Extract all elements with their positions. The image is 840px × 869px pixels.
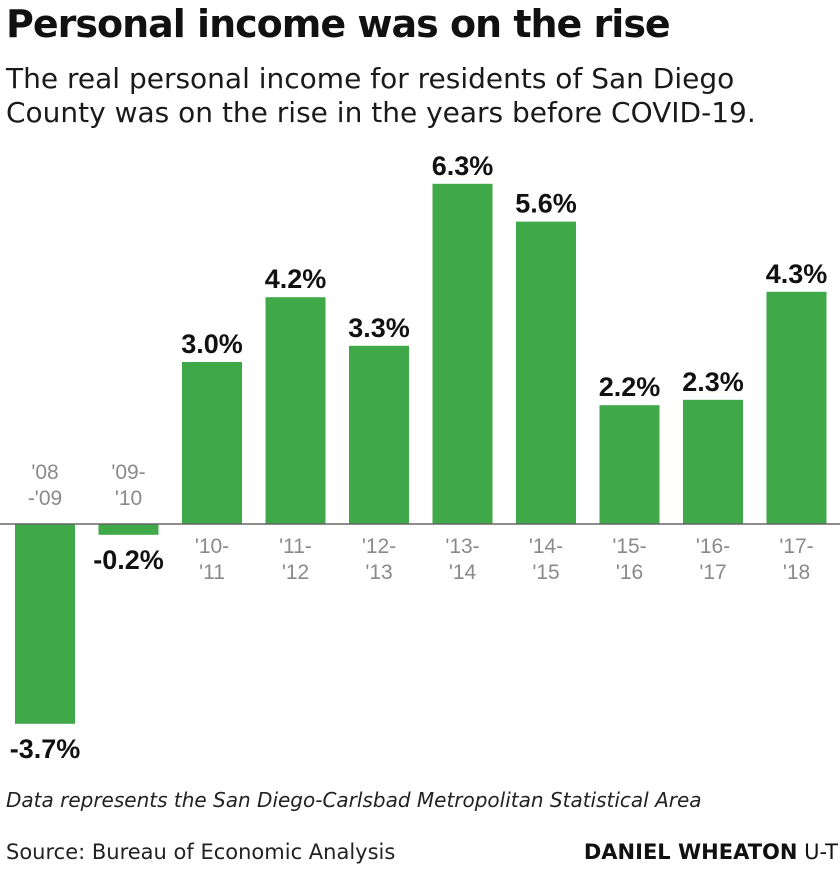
credit-name: DANIEL WHEATON [583,840,798,864]
bar-6 [516,221,576,524]
value-label-5: 6.3% [432,151,494,181]
value-label-0: -3.7% [10,734,81,764]
value-label-1: -0.2% [93,545,164,575]
bar-0 [15,524,75,724]
chart-subtitle: The real personal income for residents o… [6,62,756,129]
bar-7 [599,405,660,524]
value-label-7: 2.2% [599,372,661,402]
bar-5 [432,183,493,525]
bar-2 [182,362,242,524]
bar-9 [766,291,827,524]
value-labels-group: -3.7% -0.2% 3.0% 4.2% 3.3% 6.3% 5.6% 2.2% 2.3% 4.… [10,151,828,764]
bar-3 [265,297,326,524]
tick-label-8: '16-'17 [696,535,730,584]
tick-label-4: '12-'13 [362,535,396,584]
bar-8 [683,399,743,524]
tick-label-7: '15-'16 [612,535,646,584]
value-label-6: 5.6% [515,189,577,219]
tick-label-6: '14-'15 [529,535,563,584]
bar-4 [349,345,409,524]
tick-labels-group: '08 -'09 '09-'10 '10-'11 '11-'12 '12-'13 '13-'… [28,461,814,584]
data-note: Data represents the San Diego-Carlsbad M… [6,788,702,812]
bar-chart: '08 -'09 '09-'10 '10-'11 '11-'12 '12-'13 '13-'… [0,151,840,764]
bars-group [15,183,827,724]
value-label-2: 3.0% [181,329,243,359]
chart-title: Personal income was on the rise [6,2,671,46]
tick-label-2: '10-'11 [195,535,229,584]
source-text: Source: Bureau of Economic Analysis [6,840,396,864]
credit-org: U-T [804,840,838,864]
value-label-3: 4.2% [265,264,327,294]
value-label-9: 4.3% [766,259,828,289]
value-label-4: 3.3% [348,313,410,343]
tick-label-3: '11-'12 [279,535,312,584]
tick-label-5: '13-'14 [445,535,479,584]
bar-1 [98,524,159,535]
credit: DANIEL WHEATON U-T [584,840,838,864]
value-label-8: 2.3% [682,367,744,397]
tick-label-0: '08 -'09 [28,461,62,510]
tick-label-9: '17-'18 [779,535,813,584]
tick-label-1: '09-'10 [111,461,145,510]
